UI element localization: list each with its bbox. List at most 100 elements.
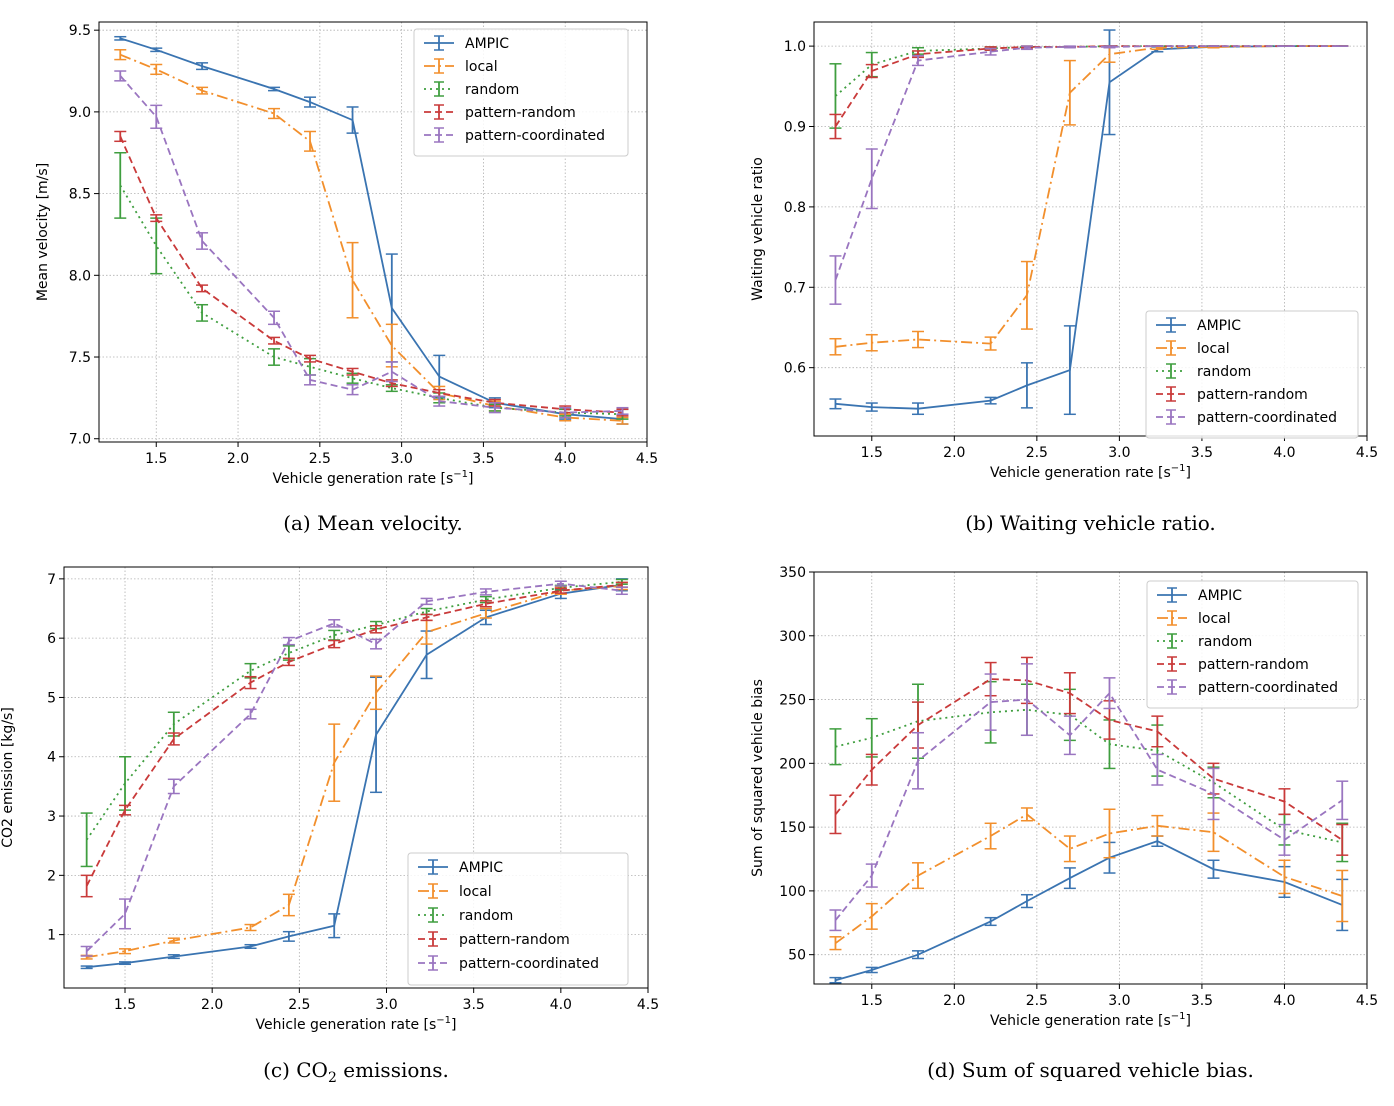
error-bar [196,62,209,71]
y-tick-label: 4 [47,750,56,766]
x-tick-label: 2.0 [943,993,965,1009]
y-axis-label: Sum of squared vehicle bias [750,679,766,877]
y-tick-label: 6 [47,631,56,647]
x-tick-label: 3.0 [390,451,412,467]
error-bar [80,874,93,898]
error-bar [80,812,93,868]
x-axis-label: Vehicle generation rate [s−1] [256,1015,457,1033]
error-bar [244,708,257,720]
error-bar [150,104,163,129]
error-bar [346,384,359,396]
legend-item-pattern-random: pattern-random [1156,386,1308,403]
error-bar [1063,835,1076,863]
error-bar [559,406,572,419]
legend-item-local: local [1157,610,1231,627]
y-tick-label: 8.0 [69,268,91,284]
error-bar [1103,45,1116,49]
legend-item-pattern-coordinated: pattern-coordinated [418,955,599,972]
y-tick-label: 1 [47,928,56,944]
x-tick-label: 2.5 [1026,993,1048,1009]
series-pattern-coordinated [114,70,629,419]
panel-caption: (c) CO2 emissions. [263,1058,449,1086]
y-tick-label: 250 [779,693,806,709]
error-bar [119,804,132,816]
x-tick-label: 1.5 [114,997,136,1013]
legend-item-local: local [424,58,498,75]
error-bar [268,348,281,366]
x-tick-label: 4.5 [637,997,659,1013]
error-bar [304,374,317,386]
legend-label: pattern-random [1197,387,1308,403]
error-bar [984,916,997,927]
axes-frame [98,21,648,443]
error-bar [829,398,842,410]
error-bar [911,862,924,890]
legend-item-ampic: AMPIC [424,35,509,52]
error-bar [479,588,492,596]
legend-item-local: local [1156,340,1230,357]
error-bar [984,673,997,731]
error-bar [984,336,997,351]
error-bar [1020,362,1033,409]
error-bar [1207,767,1220,821]
legend-item-random: random [1156,363,1251,380]
legend-item-local: local [418,883,492,900]
error-bar [1207,859,1220,879]
error-bar [865,333,878,352]
series-local [829,807,1349,951]
panel-waiting-vehicle-ratio: 1.5 2.0 2.5 3.0 3.5 4.0 4.5 0.6 0.7 0.8 0.9 1.0 Vehi… [750,21,1378,535]
error-bar [433,395,446,407]
legend: AMPIC local random pattern-random pattern-co… [407,852,629,986]
error-bar [196,232,209,250]
legend-item-random: random [418,907,513,924]
y-tick-label: 0.7 [784,280,806,296]
legend-label: random [1198,634,1252,650]
x-tick-label: 4.0 [550,997,572,1013]
legend-label: pattern-coordinated [465,128,605,144]
error-bar [328,639,341,649]
error-bar [984,396,997,405]
legend-label: AMPIC [1198,588,1242,604]
x-tick-label: 1.5 [861,993,883,1009]
error-bar [865,966,878,974]
error-bar [554,580,567,587]
error-bar [167,954,180,960]
error-bar [865,863,878,888]
legend-label: AMPIC [1197,318,1241,334]
error-bar [1063,325,1076,416]
error-bar [1278,859,1291,895]
y-tick-label: 8.5 [69,187,91,203]
error-bar [1020,260,1033,330]
error-bar [1020,807,1033,822]
legend-label: local [465,59,498,75]
error-bar [328,619,341,628]
error-bar [244,675,257,690]
error-bar [282,893,295,917]
panel-caption: (b) Waiting vehicle ratio. [965,511,1216,535]
x-tick-label: 3.5 [463,997,485,1013]
x-tick-label: 3.0 [375,997,397,1013]
error-bar [346,241,359,319]
error-bar [1063,715,1076,756]
y-tick-label: 3 [47,809,56,825]
error-bar [911,330,924,349]
error-bar [1336,823,1349,856]
error-bar [268,310,281,326]
series-line-local [119,53,623,422]
y-tick-label: 7 [47,572,56,588]
error-bar [479,600,492,608]
error-bar [282,657,295,667]
error-bar [268,107,281,120]
error-bar [244,943,257,950]
error-bar [865,902,878,930]
y-tick-label: 7.5 [69,350,91,366]
y-tick-label: 50 [788,948,806,964]
x-tick-label: 3.5 [472,451,494,467]
legend-label: random [465,82,519,98]
series-pattern-coordinated [80,580,628,957]
error-bar [488,402,501,414]
error-bar [1063,867,1076,890]
error-bar [1020,663,1033,737]
x-axis-label: Vehicle generation rate [s−1] [990,1011,1191,1029]
y-axis-label: Waiting vehicle ratio [750,157,766,301]
